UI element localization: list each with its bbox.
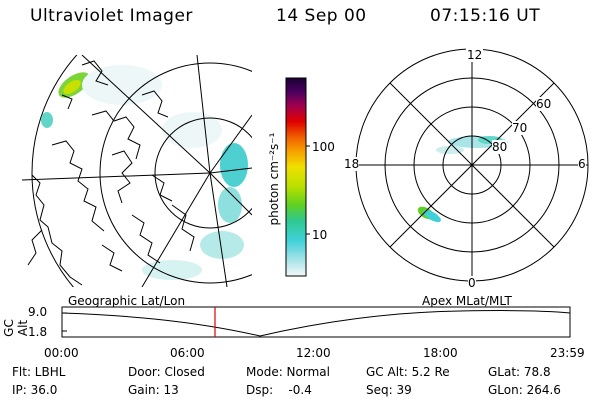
info-door: Door: Closed: [128, 365, 205, 379]
colorbar-tick-100: 100: [312, 140, 335, 154]
mlt-label-6: 6: [578, 157, 586, 171]
date-label: 14 Sep 00: [276, 6, 367, 26]
mlt-label-12: 12: [466, 48, 484, 62]
info-dsp: Dsp: -0.4: [246, 383, 312, 397]
info-gain: Gain: 13: [128, 383, 179, 397]
apex-panel-label: Apex MLat/MLT: [422, 294, 512, 308]
altitude-axis-label: GC Alt: [2, 319, 30, 337]
aurora-emission-polar: [417, 136, 508, 223]
altitude-plot-frame: [61, 306, 571, 338]
info-mode: Mode: Normal: [246, 365, 330, 379]
altitude-plot: [61, 306, 571, 338]
info-glat: GLat: 78.8: [488, 365, 551, 379]
time-tick-1800: 18:00: [423, 346, 458, 360]
mlt-label-0: 0: [468, 276, 476, 290]
aurora-emission-geographic: [41, 65, 248, 280]
app-title: Ultraviolet Imager: [30, 6, 193, 26]
info-gc-alt: GC Alt: 5.2 Re: [366, 365, 450, 379]
info-glon: GLon: 264.6: [488, 383, 561, 397]
colorbar-gradient: [285, 77, 307, 277]
altitude-tick-1-8: 1.8: [28, 325, 48, 339]
geographic-panel-label: Geographic Lat/Lon: [68, 294, 186, 308]
globe-limb: [31, 55, 78, 287]
time-tick-0000: 00:00: [44, 346, 79, 360]
mlat-label-60: 60: [536, 97, 552, 111]
colorbar: [285, 77, 310, 277]
coastlines: [27, 60, 195, 286]
polar-grid: [355, 48, 589, 282]
colorbar-unit-label: photon cm⁻²s⁻¹: [267, 132, 281, 226]
time-label: 07:15:16 UT: [430, 6, 541, 26]
mlt-label-18: 18: [344, 157, 360, 171]
info-seq: Seq: 39: [366, 383, 412, 397]
time-tick-2359: 23:59: [550, 346, 585, 360]
colorbar-tick-10: 10: [312, 228, 328, 242]
info-ip: IP: 36.0: [12, 383, 58, 397]
time-tick-1200: 12:00: [296, 346, 331, 360]
time-tick-0600: 06:00: [170, 346, 205, 360]
polar-mlt-plot: [355, 48, 589, 282]
geographic-map: [22, 55, 252, 287]
mlat-label-80: 80: [492, 140, 508, 154]
altitude-curve: [61, 310, 571, 337]
altitude-tick-9: 9.0: [28, 305, 48, 319]
graticule: [22, 55, 252, 287]
info-flt: Flt: LBHL: [12, 365, 66, 379]
mlat-label-70: 70: [512, 121, 528, 135]
